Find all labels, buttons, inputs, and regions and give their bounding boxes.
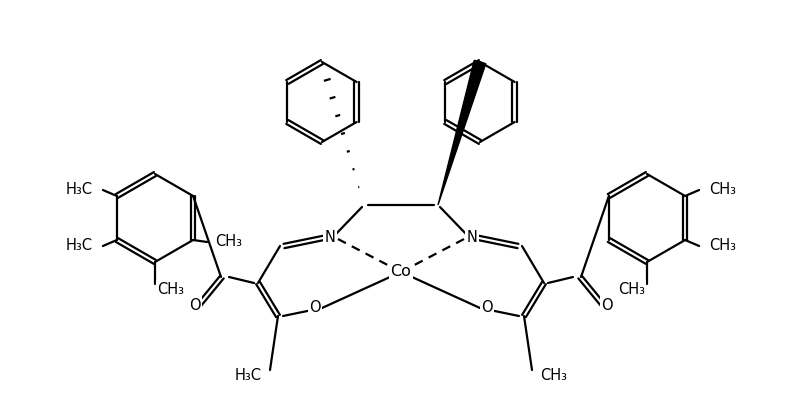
Text: CH₃: CH₃ xyxy=(215,234,242,249)
Text: O: O xyxy=(309,301,321,315)
Text: N: N xyxy=(324,231,335,245)
Text: H₃C: H₃C xyxy=(66,182,93,198)
Text: O: O xyxy=(480,301,492,315)
Text: CH₃: CH₃ xyxy=(708,182,735,198)
Text: Co: Co xyxy=(390,265,411,279)
Text: H₃C: H₃C xyxy=(66,238,93,254)
Text: H₃C: H₃C xyxy=(235,368,261,382)
Text: CH₃: CH₃ xyxy=(157,281,184,297)
Text: CH₃: CH₃ xyxy=(708,238,735,254)
Text: CH₃: CH₃ xyxy=(618,281,644,297)
Text: CH₃: CH₃ xyxy=(539,368,566,382)
Polygon shape xyxy=(437,60,485,205)
Text: N: N xyxy=(466,231,477,245)
Text: O: O xyxy=(189,297,200,312)
Text: O: O xyxy=(601,297,612,312)
